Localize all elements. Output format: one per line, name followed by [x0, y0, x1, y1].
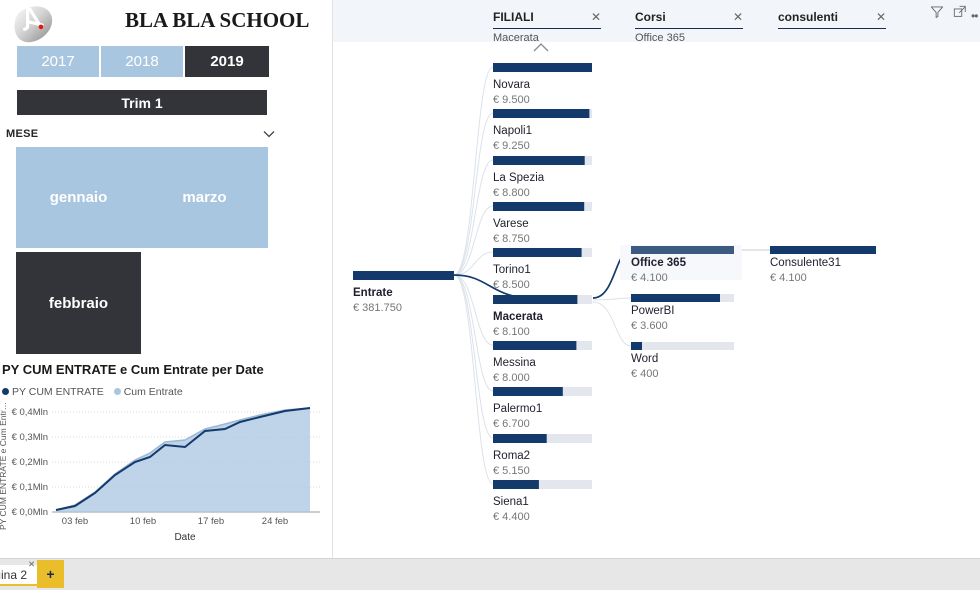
svg-text:Torino1: Torino1 [493, 264, 531, 276]
svg-text:Entrate: Entrate [353, 287, 393, 299]
svg-text:€ 400: € 400 [631, 368, 659, 380]
svg-text:Novara: Novara [493, 79, 531, 91]
svg-text:Word: Word [631, 353, 658, 365]
svg-text:€ 9.250: € 9.250 [493, 140, 530, 152]
svg-text:Macerata: Macerata [493, 311, 543, 323]
svg-text:Consulente31: Consulente31 [770, 257, 841, 269]
svg-text:Office 365: Office 365 [631, 257, 687, 269]
svg-text:Siena1: Siena1 [493, 496, 529, 508]
svg-text:Roma2: Roma2 [493, 450, 530, 462]
svg-text:Varese: Varese [493, 218, 529, 230]
svg-text:€ 8.750: € 8.750 [493, 233, 530, 245]
svg-text:Messina: Messina [493, 357, 536, 369]
svg-text:€ 3.600: € 3.600 [631, 320, 668, 332]
svg-text:€ 5.150: € 5.150 [493, 465, 530, 477]
svg-text:La Spezia: La Spezia [493, 172, 545, 184]
svg-text:Palermo1: Palermo1 [493, 403, 542, 415]
svg-text:€ 8.100: € 8.100 [493, 326, 530, 338]
svg-text:PowerBI: PowerBI [631, 305, 674, 317]
svg-text:€ 8.800: € 8.800 [493, 187, 530, 199]
svg-text:€ 9.500: € 9.500 [493, 94, 530, 106]
svg-text:€ 8.000: € 8.000 [493, 372, 530, 384]
svg-text:€ 381.750: € 381.750 [353, 302, 402, 314]
svg-text:€ 8.500: € 8.500 [493, 279, 530, 291]
svg-text:€ 4.100: € 4.100 [631, 272, 668, 284]
svg-text:Napoli1: Napoli1 [493, 125, 532, 137]
svg-text:€ 6.700: € 6.700 [493, 418, 530, 430]
svg-text:€ 4.100: € 4.100 [770, 272, 807, 284]
svg-text:€ 4.400: € 4.400 [493, 511, 530, 523]
